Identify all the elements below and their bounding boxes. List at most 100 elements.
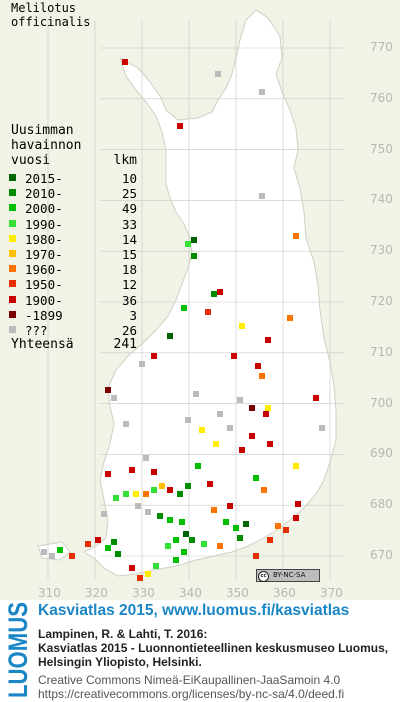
observation-marker xyxy=(95,537,101,543)
legend-total-label: Yhteensä xyxy=(11,337,74,352)
observation-marker xyxy=(185,417,191,423)
observation-marker xyxy=(129,467,135,473)
legend-row: ??? 26 xyxy=(9,323,137,338)
observation-marker xyxy=(143,491,149,497)
easting-tick-label: 340 xyxy=(179,586,202,600)
legend-row-count: 49 xyxy=(121,201,137,217)
observation-marker xyxy=(207,481,213,487)
legend-swatch xyxy=(9,189,16,197)
easting-tick-label: 320 xyxy=(85,586,108,600)
legend-row-label: 1900- xyxy=(25,292,63,308)
legend-row-label: 2015- xyxy=(25,171,63,186)
observation-marker xyxy=(253,475,259,481)
legend-row-count: 14 xyxy=(121,231,137,247)
observation-marker xyxy=(139,361,145,367)
species-name-line1: Melilotus xyxy=(11,1,77,15)
observation-marker xyxy=(313,395,319,401)
observation-marker xyxy=(259,89,265,95)
northing-tick-label: 770 xyxy=(370,40,393,54)
legend-row-count: 33 xyxy=(121,216,137,232)
observation-marker xyxy=(185,241,191,247)
license-url[interactable]: https://creativecommons.org/licenses/by-… xyxy=(38,687,345,701)
observation-marker xyxy=(122,59,128,65)
observation-marker xyxy=(293,463,299,469)
observation-marker xyxy=(295,501,301,507)
legend-swatch xyxy=(9,280,16,288)
legend-row: -1899 3 xyxy=(9,307,137,323)
license-line1: Creative Commons Nimeä-EiKaupallinen-Jaa… xyxy=(38,673,341,687)
citation-line3: Helsingin Yliopisto, Helsinki. xyxy=(38,655,202,669)
luomus-logo: LUOMUS xyxy=(3,602,33,698)
northing-tick-label: 680 xyxy=(370,497,393,512)
easting-tick-label: 310 xyxy=(38,586,61,600)
finland-map xyxy=(37,9,345,581)
observation-marker xyxy=(123,491,129,497)
observation-marker xyxy=(217,289,223,295)
observation-marker xyxy=(193,391,199,397)
observation-marker xyxy=(201,541,207,547)
observation-marker xyxy=(267,537,273,543)
observation-marker xyxy=(227,503,233,509)
observation-marker xyxy=(111,539,117,545)
observation-marker xyxy=(191,237,197,243)
legend-row-label: ??? xyxy=(25,323,48,338)
legend-row-count: 15 xyxy=(121,247,137,262)
legend-row: 1960- 18 xyxy=(9,262,137,277)
observation-marker xyxy=(263,411,269,417)
cc-license-badge[interactable]: cc BY-NC-SA xyxy=(256,569,320,582)
observation-marker xyxy=(205,309,211,315)
observation-marker xyxy=(195,463,201,469)
observation-marker xyxy=(191,253,197,259)
observation-marker xyxy=(85,541,91,547)
observation-marker xyxy=(159,483,165,489)
observation-marker xyxy=(199,427,205,433)
observation-marker xyxy=(213,441,219,447)
observation-marker xyxy=(151,353,157,359)
legend-title-line2: havainnon xyxy=(11,138,82,153)
observation-marker xyxy=(233,525,239,531)
legend-total: Yhteensä 241 xyxy=(11,337,137,352)
legend-row-count: 10 xyxy=(121,171,137,186)
easting-tick-label: 370 xyxy=(320,586,343,600)
northing-tick-label: 670 xyxy=(370,548,393,562)
observation-marker xyxy=(165,543,171,549)
citation-line1: Lampinen, R. & Lahti, T. 2016: xyxy=(38,627,208,641)
observation-marker xyxy=(185,483,191,489)
northing-tick-label: 760 xyxy=(370,90,393,105)
observation-marker xyxy=(215,71,221,77)
observation-marker xyxy=(167,517,173,523)
observation-marker xyxy=(115,551,121,557)
legend-total-count: 241 xyxy=(113,337,137,352)
legend-swatch xyxy=(9,250,16,257)
legend-swatch xyxy=(9,326,16,333)
observation-marker xyxy=(239,447,245,453)
finland-outline xyxy=(82,9,337,577)
legend-row: 1970- 15 xyxy=(9,247,137,262)
observation-marker xyxy=(157,513,163,519)
species-name-line2: officinalis xyxy=(11,15,91,29)
observation-marker xyxy=(211,291,217,297)
legend-swatch xyxy=(9,234,16,242)
map-grid xyxy=(47,20,345,580)
footer-title-link[interactable]: Kasviatlas 2015, www.luomus.fi/kasviatla… xyxy=(38,602,350,619)
observation-marker xyxy=(145,571,151,577)
legend-swatch xyxy=(9,219,16,227)
license-badge-text: BY-NC-SA xyxy=(273,571,306,579)
legend-row: 2000- 49 xyxy=(9,201,137,217)
observation-marker xyxy=(183,531,189,537)
legend-row: 1980- 14 xyxy=(9,231,137,247)
observation-marker xyxy=(243,521,249,527)
legend-row-label: 2000- xyxy=(25,201,63,217)
observation-marker xyxy=(275,523,281,529)
legend-row: 2015- 10 xyxy=(9,171,137,186)
legend-swatch xyxy=(9,295,16,303)
legend-row-label: -1899 xyxy=(25,307,63,323)
observation-marker xyxy=(293,233,299,239)
legend-row-label: 2010- xyxy=(25,186,63,202)
observation-marker xyxy=(217,411,223,417)
observation-marker xyxy=(211,507,217,513)
observation-marker xyxy=(123,421,129,427)
observation-marker xyxy=(49,553,55,559)
observation-marker xyxy=(111,395,117,401)
